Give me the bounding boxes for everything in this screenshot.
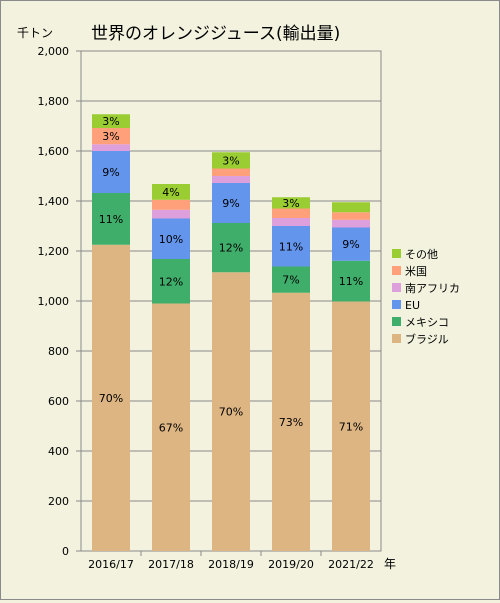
- bar-segment: [92, 114, 130, 128]
- y-tick-label: 1,600: [38, 145, 70, 158]
- bar-segment: [152, 199, 190, 210]
- legend-swatch: [392, 283, 401, 292]
- data-label: 71%: [339, 420, 363, 433]
- y-tick-label: 1,000: [38, 295, 70, 308]
- bar-segment: [272, 226, 310, 267]
- data-label: 3%: [282, 197, 299, 210]
- legend-label: その他: [405, 248, 438, 261]
- bar-segment: [272, 266, 310, 293]
- bar-segment: [92, 144, 130, 151]
- y-tick-label: 1,200: [38, 245, 70, 258]
- y-tick-label: 2,000: [38, 45, 70, 58]
- bar-segment: [152, 259, 190, 304]
- y-tick-label: 800: [48, 345, 69, 358]
- x-tick-label: 2018/19: [208, 558, 254, 571]
- data-label: 3%: [102, 115, 119, 128]
- data-label: 7%: [282, 274, 299, 287]
- bar-segment: [152, 303, 190, 551]
- data-label: 4%: [162, 186, 179, 199]
- data-label: 9%: [102, 166, 119, 179]
- x-tick-label: 2016/17: [88, 558, 134, 571]
- bar-segment: [332, 212, 370, 220]
- legend-swatch: [392, 266, 401, 275]
- bar-segment: [92, 244, 130, 551]
- data-label: 3%: [222, 154, 239, 167]
- legend-label: EU: [405, 299, 420, 312]
- x-tick-label: 2017/18: [148, 558, 194, 571]
- bar-segment: [152, 218, 190, 259]
- chart-title: 世界のオレンジジュース(輸出量): [91, 24, 340, 44]
- bar-segment: [212, 176, 250, 183]
- bar-segment: [332, 202, 370, 213]
- data-label: 11%: [99, 213, 123, 226]
- data-label: 70%: [99, 392, 123, 405]
- bar-segment: [92, 151, 130, 193]
- y-tick-label: 400: [48, 445, 69, 458]
- data-label: 12%: [159, 275, 183, 288]
- y-tick-label: 600: [48, 395, 69, 408]
- bar-segment: [212, 152, 250, 169]
- legend-label: 南アフリカ: [405, 282, 460, 295]
- data-label: 67%: [159, 421, 183, 434]
- legend-swatch: [392, 300, 401, 309]
- data-label: 73%: [279, 416, 303, 429]
- bar-segment: [212, 183, 250, 223]
- bar-segment: [152, 184, 190, 200]
- bar-segment: [272, 208, 310, 218]
- bar-segment: [212, 223, 250, 273]
- y-tick-label: 200: [48, 495, 69, 508]
- bar-segment: [332, 260, 370, 302]
- legend-label: ブラジル: [405, 332, 449, 346]
- legend-label: メキシコ: [405, 316, 449, 329]
- legend-swatch: [392, 317, 401, 326]
- bar-segment: [272, 218, 310, 226]
- data-label: 9%: [222, 197, 239, 210]
- y-tick-label: 1,400: [38, 195, 70, 208]
- data-label: 10%: [159, 233, 183, 246]
- bar-segment: [272, 292, 310, 551]
- data-label: 11%: [339, 275, 363, 288]
- bar-segment: [92, 128, 130, 145]
- bar-segment: [152, 209, 190, 219]
- x-axis-label: 年: [384, 557, 396, 571]
- data-label: 9%: [342, 238, 359, 251]
- data-label: 11%: [279, 240, 303, 253]
- bar-segment: [332, 227, 370, 261]
- bar-segment: [92, 193, 130, 245]
- bar-segment: [212, 168, 250, 176]
- legend-label: 米国: [405, 265, 427, 278]
- y-tick-label: 0: [62, 545, 69, 558]
- x-tick-label: 2021/22: [328, 558, 374, 571]
- bar-segment: [272, 197, 310, 209]
- legend-swatch: [392, 249, 401, 258]
- x-tick-label: 2019/20: [268, 558, 314, 571]
- data-label: 70%: [219, 406, 243, 419]
- y-tick-label: 1,800: [38, 95, 70, 108]
- plot-area: 0 200 400 600 800 1,000 1,200 1,400 1,600 1,800 2,…: [38, 45, 382, 571]
- data-label: 12%: [219, 242, 243, 255]
- data-label: 3%: [102, 130, 119, 143]
- bar-segment: [332, 219, 370, 228]
- y-axis-label: 千トン: [17, 26, 53, 40]
- legend-swatch: [392, 334, 401, 343]
- bar-segment: [212, 272, 250, 551]
- bar-segment: [332, 301, 370, 551]
